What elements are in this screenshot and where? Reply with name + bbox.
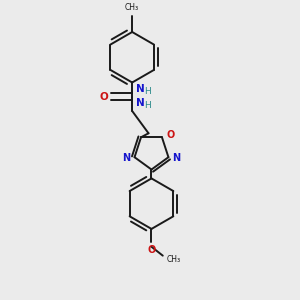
Text: CH₃: CH₃ <box>167 255 181 264</box>
Text: O: O <box>166 130 174 140</box>
Text: H: H <box>144 101 151 110</box>
Text: N: N <box>136 84 145 94</box>
Text: N: N <box>172 153 181 163</box>
Text: H: H <box>144 87 151 96</box>
Text: N: N <box>136 98 145 108</box>
Text: O: O <box>99 92 108 102</box>
Text: CH₃: CH₃ <box>125 3 139 12</box>
Text: N: N <box>122 153 130 163</box>
Text: O: O <box>147 245 156 255</box>
